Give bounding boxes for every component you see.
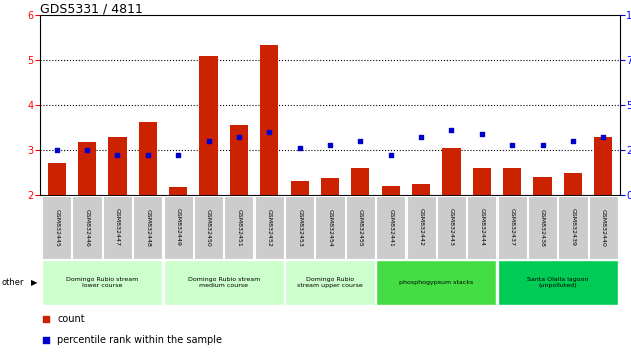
Point — [355, 138, 365, 144]
Point — [295, 145, 305, 151]
Text: GDS5331 / 4811: GDS5331 / 4811 — [40, 2, 143, 15]
Bar — [109, 137, 127, 195]
Bar — [255, 196, 284, 259]
Text: Domingo Rubio stream
medium course: Domingo Rubio stream medium course — [187, 277, 260, 288]
Bar — [47, 162, 66, 195]
Text: GSM832450: GSM832450 — [206, 209, 211, 246]
Text: GSM832452: GSM832452 — [267, 209, 272, 246]
Bar — [351, 168, 370, 195]
Point — [173, 153, 183, 158]
Bar — [260, 45, 278, 195]
Text: GSM832453: GSM832453 — [297, 209, 302, 246]
Bar — [230, 125, 248, 195]
Bar — [139, 122, 157, 195]
Bar — [558, 196, 587, 259]
Text: phosphogypsum stacks: phosphogypsum stacks — [399, 280, 473, 285]
Bar — [169, 187, 187, 195]
Point — [416, 135, 426, 140]
Text: ▶: ▶ — [30, 278, 37, 287]
Text: Domingo Rubio
stream upper course: Domingo Rubio stream upper course — [297, 277, 363, 288]
Point — [41, 316, 51, 321]
Text: GSM832446: GSM832446 — [85, 209, 90, 246]
Bar — [321, 178, 339, 195]
Text: GSM832444: GSM832444 — [480, 209, 485, 246]
Bar — [473, 168, 491, 195]
Point — [143, 153, 153, 158]
Text: GSM832454: GSM832454 — [327, 209, 333, 246]
Bar — [346, 196, 375, 259]
Text: other: other — [2, 278, 24, 287]
Text: GSM832451: GSM832451 — [237, 209, 242, 246]
Text: GSM832443: GSM832443 — [449, 209, 454, 246]
Text: GSM832442: GSM832442 — [418, 209, 423, 246]
Bar — [382, 186, 400, 195]
Bar — [442, 148, 461, 195]
Bar — [163, 260, 284, 305]
Text: GSM832447: GSM832447 — [115, 209, 120, 246]
Bar — [468, 196, 497, 259]
Text: GSM832448: GSM832448 — [145, 209, 150, 246]
Bar — [163, 196, 192, 259]
Bar — [42, 260, 162, 305]
Text: GSM832441: GSM832441 — [388, 209, 393, 246]
Text: GSM832455: GSM832455 — [358, 209, 363, 246]
Point — [234, 135, 244, 140]
Bar — [376, 260, 497, 305]
Bar — [498, 260, 618, 305]
Bar — [42, 196, 71, 259]
Point — [446, 127, 456, 133]
Bar — [412, 184, 430, 195]
Point — [112, 153, 122, 158]
Text: percentile rank within the sample: percentile rank within the sample — [57, 335, 222, 345]
Bar — [498, 196, 527, 259]
Bar — [594, 137, 613, 195]
Bar — [73, 196, 102, 259]
Bar — [225, 196, 254, 259]
Point — [41, 337, 51, 343]
Point — [568, 138, 578, 144]
Bar — [133, 196, 162, 259]
Text: GSM832445: GSM832445 — [54, 209, 59, 246]
Bar — [589, 196, 618, 259]
Text: Santa Olalla lagoon
(unpolluted): Santa Olalla lagoon (unpolluted) — [527, 277, 589, 288]
Bar — [528, 196, 557, 259]
Point — [52, 147, 62, 153]
Point — [598, 135, 608, 140]
Bar — [503, 168, 521, 195]
Text: GSM832439: GSM832439 — [570, 209, 575, 246]
Point — [386, 153, 396, 158]
Text: GSM832449: GSM832449 — [175, 209, 180, 246]
Text: Domingo Rubio stream
lower course: Domingo Rubio stream lower course — [66, 277, 138, 288]
Point — [82, 147, 92, 153]
Bar — [376, 196, 405, 259]
Text: GSM832440: GSM832440 — [601, 209, 606, 246]
Bar — [78, 142, 96, 195]
Bar — [564, 172, 582, 195]
Bar — [437, 196, 466, 259]
Point — [477, 131, 487, 137]
Point — [203, 138, 213, 144]
Bar — [406, 196, 435, 259]
Bar — [316, 196, 345, 259]
Bar — [290, 181, 309, 195]
Text: GSM832438: GSM832438 — [540, 209, 545, 246]
Point — [325, 142, 335, 147]
Text: GSM832437: GSM832437 — [510, 209, 515, 246]
Bar — [533, 177, 551, 195]
Text: count: count — [57, 314, 85, 324]
Bar — [103, 196, 132, 259]
Point — [507, 142, 517, 147]
Point — [538, 142, 548, 147]
Bar — [285, 196, 314, 259]
Bar — [194, 196, 223, 259]
Bar — [199, 56, 218, 195]
Bar — [285, 260, 375, 305]
Point — [264, 129, 274, 135]
